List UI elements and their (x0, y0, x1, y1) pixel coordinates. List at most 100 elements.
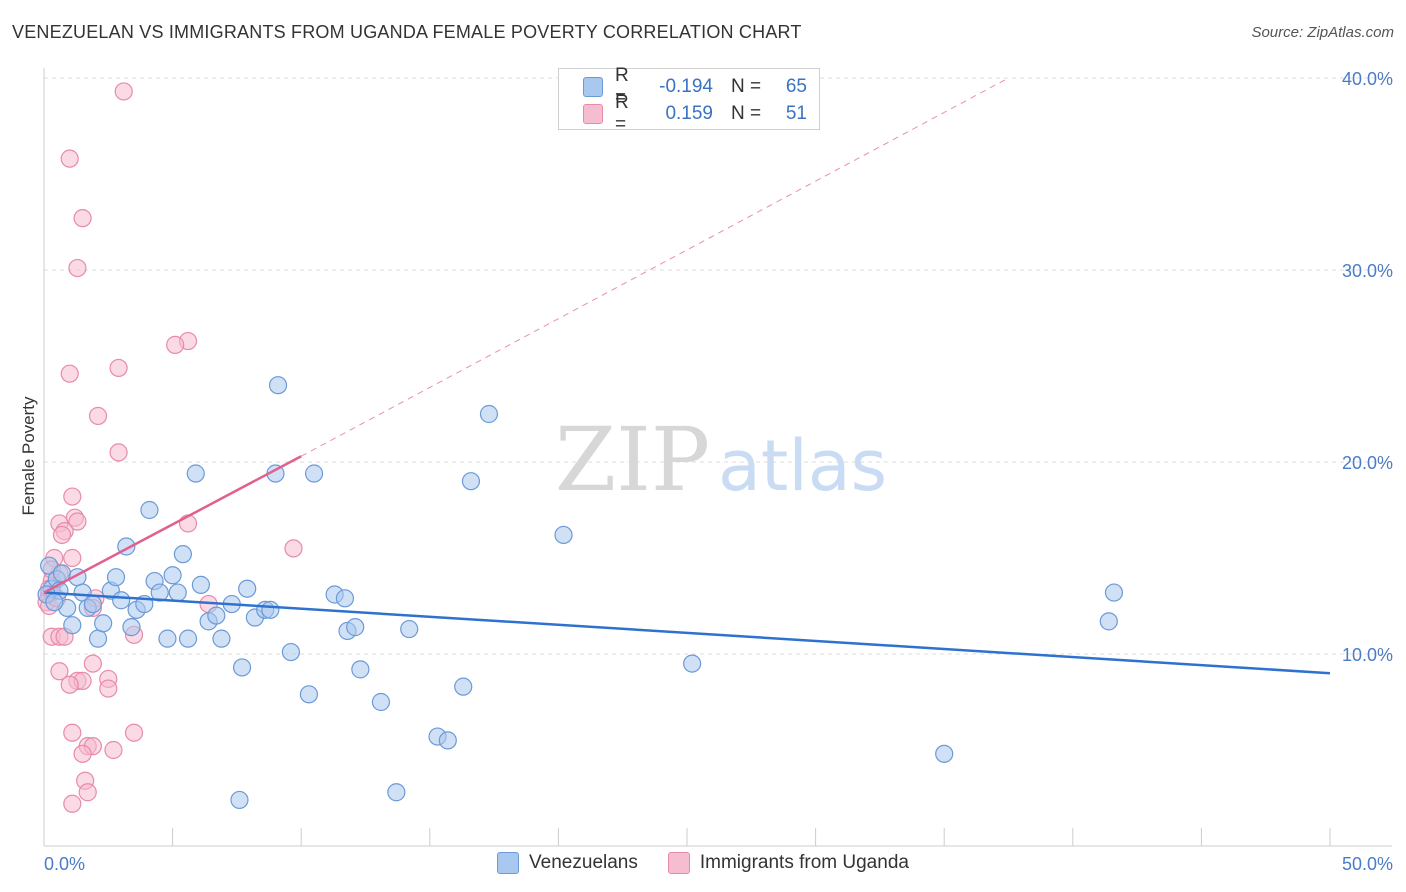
legend-n-label: N = (731, 76, 762, 97)
uganda-point (104, 740, 123, 760)
venezuelan-point (173, 545, 192, 564)
legend-r-value: -0.194 (659, 76, 713, 97)
uganda-point (73, 744, 92, 763)
legend-row-venezuelans: R = -0.194 N = 65 (583, 65, 807, 108)
venezuelan-point (346, 618, 365, 637)
venezuelan-point (94, 614, 113, 633)
uganda-point (63, 794, 82, 813)
watermark: ZIP atlas (555, 408, 887, 511)
venezuelan-point (122, 618, 141, 637)
grid-layer (44, 77, 1395, 655)
venezuelan-point (83, 594, 102, 614)
venezuelan-point (461, 472, 481, 491)
x-tick-label: 0.0% (44, 854, 85, 874)
venezuelan-point (112, 591, 131, 610)
y-tick-label: 20.0% (1342, 453, 1393, 473)
venezuelan-point (232, 658, 252, 677)
venezuelan-point (212, 629, 231, 648)
legend-r-label: R = (615, 92, 629, 135)
uganda-point (52, 525, 72, 545)
venezuelan-point (1104, 583, 1124, 602)
legend-n-value: 51 (785, 103, 807, 124)
series-swatch-blue (497, 852, 520, 874)
uganda-point (63, 487, 82, 506)
venezuelan-point (479, 404, 499, 424)
uganda-point (63, 548, 82, 568)
venezuelan-point (371, 692, 391, 712)
uganda-point (109, 443, 128, 462)
uganda-point (68, 258, 87, 278)
watermark-zip: ZIP (555, 408, 710, 511)
venezuelan-point (454, 677, 473, 696)
venezuelan-point (400, 619, 419, 639)
legend-r-label: R = (615, 65, 629, 108)
venezuelan-point (387, 783, 406, 802)
venezuelan-point (158, 629, 177, 648)
venezuelan-point (554, 525, 573, 545)
uganda-point (99, 679, 118, 698)
uganda-point (78, 783, 97, 802)
uganda-point (60, 675, 79, 694)
series-legend: Venezuelans Immigrants from Uganda (0, 852, 1406, 874)
uganda-point (88, 406, 108, 426)
venezuelan-point (186, 464, 205, 483)
source-label: Source: ZipAtlas.com (1251, 24, 1394, 41)
venezuelan-point (351, 660, 370, 679)
trend-lines (43, 77, 1331, 675)
venezuelan-point (238, 579, 257, 598)
y-tick-label: 10.0% (1342, 645, 1393, 665)
legend-r-value: 0.159 (665, 103, 713, 124)
y-axis-label: Female Poverty (19, 396, 38, 516)
venezuelan-point (88, 629, 108, 648)
axes-layer (43, 68, 1392, 847)
venezuelan-point (438, 731, 457, 750)
legend-row-uganda: R = 0.159 N = 51 (583, 92, 807, 135)
x-tick-label: 50.0% (1342, 854, 1393, 874)
venezuelan-point (683, 654, 702, 673)
uganda-point (284, 539, 303, 558)
venezuelan-point (935, 744, 954, 763)
uganda-point (124, 723, 144, 742)
series-swatch-pink (667, 852, 690, 874)
uganda-trend-line (43, 455, 302, 594)
uganda-trend-extension (300, 77, 1009, 457)
uganda-point (83, 654, 102, 673)
y-tick-label: 30.0% (1342, 261, 1393, 281)
venezuelan-point (140, 500, 159, 520)
venezuelan-point (207, 606, 226, 625)
venezuelan-point (168, 583, 187, 602)
venezuelan-point (304, 464, 324, 483)
legend-swatch-blue (583, 77, 603, 97)
chart-title: VENEZUELAN VS IMMIGRANTS FROM UGANDA FEM… (12, 22, 802, 42)
uganda-point (73, 209, 92, 228)
uganda-point (68, 512, 87, 531)
venezuelan-point (45, 593, 64, 612)
venezuelan-point (230, 790, 249, 810)
venezuelan-point (63, 616, 82, 635)
venezuelan-point (261, 600, 280, 619)
uganda-point (109, 358, 128, 378)
legend-swatch-pink (583, 104, 603, 124)
series-legend-uganda[interactable]: Immigrants from Uganda (667, 852, 909, 874)
uganda-point (60, 364, 79, 383)
venezuelan-trend-line (43, 591, 1331, 675)
uganda-point (60, 149, 79, 168)
uganda-point (166, 335, 185, 354)
uganda-point (114, 82, 133, 101)
series-label-uganda: Immigrants from Uganda (699, 852, 909, 873)
uganda-point (63, 723, 82, 742)
legend-n-value: 65 (785, 76, 807, 97)
venezuelan-point (1099, 612, 1118, 631)
venezuelan-point (106, 568, 126, 587)
venezuelan-point (335, 589, 355, 608)
venezuelan-point (268, 376, 288, 395)
venezuelan-point (191, 575, 210, 594)
correlation-legend: R = -0.194 N = 65 R = 0.159 N = 51 (558, 65, 820, 135)
venezuelan-point (163, 566, 182, 585)
y-tick-label: 40.0% (1342, 69, 1393, 89)
uganda-point (50, 662, 69, 681)
series-label-venezuelans: Venezuelans (529, 852, 638, 873)
tick-labels: 10.0% 20.0% 30.0% 40.0% 0.0% 50.0% (44, 69, 1393, 874)
uganda-points (37, 82, 303, 813)
series-legend-venezuelans[interactable]: Venezuelans (497, 852, 638, 874)
